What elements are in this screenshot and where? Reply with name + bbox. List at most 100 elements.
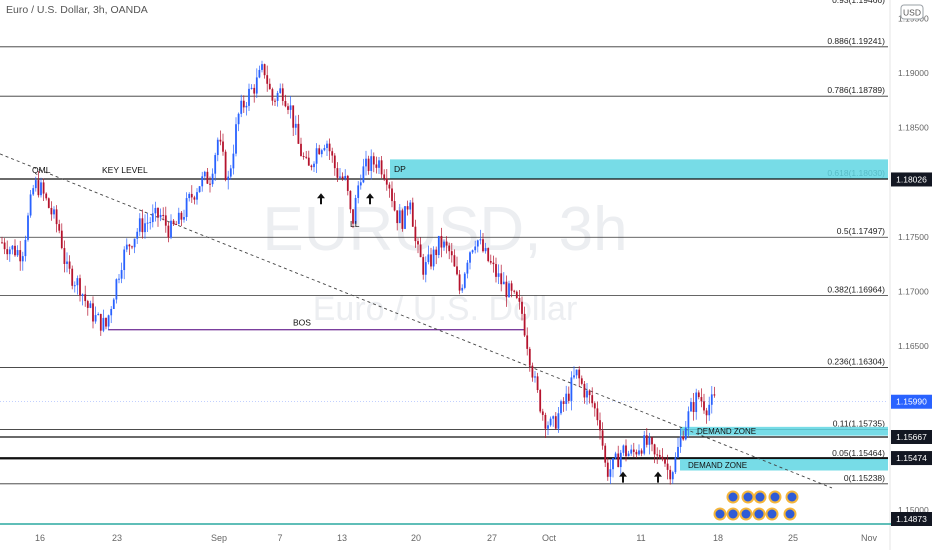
candle-body xyxy=(253,87,256,94)
candle-body xyxy=(172,220,175,225)
candle-body xyxy=(305,156,308,158)
candle-body xyxy=(528,348,531,366)
candle-body xyxy=(281,88,284,101)
candle-body xyxy=(625,445,627,457)
candle-body xyxy=(471,250,474,253)
x-tick-label: Sep xyxy=(211,533,227,543)
y-tick-label: 1.19000 xyxy=(898,68,929,78)
candle-body xyxy=(151,213,154,223)
candle-body xyxy=(612,458,614,470)
economic-event-icon[interactable] xyxy=(768,490,782,504)
economic-event-icon[interactable] xyxy=(726,507,740,521)
zone-box[interactable] xyxy=(390,159,888,180)
zone-box[interactable] xyxy=(680,458,888,471)
candle-body xyxy=(396,210,399,224)
candle-body xyxy=(27,215,29,240)
candle-body xyxy=(219,139,222,142)
economic-event-icon[interactable] xyxy=(752,507,766,521)
candle-body xyxy=(125,244,128,250)
candle-body xyxy=(289,105,292,110)
candle-body xyxy=(146,222,149,224)
candle-body xyxy=(708,404,711,416)
candle-body xyxy=(562,401,565,404)
annotation-demand-zone-2: DEMAND ZONE xyxy=(688,461,747,470)
fib-level-label: 0.5(1.17497) xyxy=(837,226,885,236)
candle-body xyxy=(352,209,354,224)
candle-body xyxy=(258,69,261,78)
candle-body xyxy=(141,218,144,233)
candle-body xyxy=(53,209,55,215)
candle-body xyxy=(632,449,635,452)
economic-event-icon[interactable] xyxy=(726,490,740,504)
candle-body xyxy=(32,188,35,195)
event-flag xyxy=(787,492,797,502)
economic-event-icon[interactable] xyxy=(713,507,727,521)
candle-body xyxy=(76,278,79,286)
candle-body xyxy=(617,453,620,468)
candle-body xyxy=(279,88,282,93)
candle-body xyxy=(287,106,289,110)
candle-body xyxy=(370,156,373,171)
candle-body xyxy=(149,222,152,224)
zone-box[interactable] xyxy=(680,426,888,436)
x-tick-label: Nov xyxy=(861,533,878,543)
candle-body xyxy=(120,270,123,279)
fib-level-label: 0.886(1.19241) xyxy=(827,36,885,46)
candle-body xyxy=(573,375,575,378)
candle-body xyxy=(697,392,700,398)
candle-body xyxy=(133,238,136,248)
candle-body xyxy=(539,390,542,412)
economic-event-icon[interactable] xyxy=(783,507,797,521)
economic-event-icon[interactable] xyxy=(765,507,779,521)
up-arrow-icon xyxy=(366,193,374,205)
economic-event-icon[interactable] xyxy=(741,490,755,504)
candle-body xyxy=(177,212,180,225)
candle-body xyxy=(583,383,586,398)
candle-body xyxy=(391,188,393,202)
candle-body xyxy=(40,182,42,196)
candle-body xyxy=(29,194,32,216)
price-badge: 1.15990 xyxy=(891,394,932,409)
candle-body xyxy=(508,283,510,298)
price-badge-label: 1.15990 xyxy=(896,397,927,407)
candle-body xyxy=(482,239,484,252)
currency-tag[interactable]: USD xyxy=(900,4,924,20)
candle-body xyxy=(362,166,365,183)
candle-body xyxy=(102,317,105,331)
candle-body xyxy=(310,165,313,168)
candle-body xyxy=(453,255,456,267)
x-tick-label: 23 xyxy=(112,533,122,543)
economic-event-icon[interactable] xyxy=(785,490,799,504)
economic-event-icon[interactable] xyxy=(739,507,753,521)
candle-body xyxy=(484,248,487,252)
candle-body xyxy=(599,420,601,431)
candle-body xyxy=(432,249,435,267)
event-flag xyxy=(715,509,725,519)
candle-body xyxy=(445,241,448,246)
candle-body xyxy=(469,252,471,263)
candle-body xyxy=(73,285,76,287)
candle-body xyxy=(450,251,453,256)
candle-body xyxy=(651,437,653,445)
candle-body xyxy=(476,240,479,247)
candle-body xyxy=(671,472,674,480)
candle-body xyxy=(209,183,211,185)
candle-body xyxy=(497,273,500,277)
symbol-title[interactable]: Euro / U.S. Dollar, 3h, OANDA xyxy=(6,4,148,16)
annotation-demand-zone-1: DEMAND ZONE xyxy=(697,427,756,436)
candle-body xyxy=(404,206,406,229)
candle-body xyxy=(344,175,347,179)
candle-body xyxy=(323,147,326,151)
y-tick-label: 1.15000 xyxy=(898,505,929,515)
candle-body xyxy=(578,369,581,379)
candle-body xyxy=(112,299,115,310)
candle-body xyxy=(136,231,139,239)
up-arrow-icon xyxy=(654,471,662,483)
economic-event-icon[interactable] xyxy=(753,490,767,504)
candle-body xyxy=(240,100,243,114)
candle-body xyxy=(216,139,219,156)
candle-body xyxy=(619,452,622,468)
candle-body xyxy=(271,89,274,101)
candle-body xyxy=(398,210,401,224)
